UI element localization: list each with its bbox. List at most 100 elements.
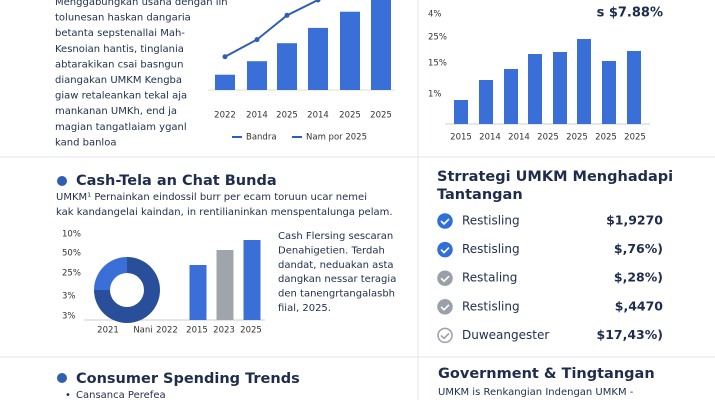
item-value: $,28%) [614, 270, 663, 285]
body-text: UMKM is Renkangian Indengan UMKM - [438, 387, 634, 398]
status-icon [437, 327, 453, 344]
body-text: betanta sepstenallai Mah- [55, 28, 185, 39]
x-tick-label: 2014 [246, 111, 268, 121]
body-text: mankanan UMKh, end ja [55, 106, 177, 117]
body-text: kand banloa [55, 137, 116, 148]
bullet-text: Cansanca Perefea [76, 390, 166, 400]
x-tick-label: 2025 [276, 111, 298, 121]
check-mark [440, 332, 450, 340]
section-icon [57, 176, 67, 186]
bar [504, 69, 518, 124]
body-text: den tanengrtangalasbh [278, 289, 395, 300]
body-text: diangakan UMKM Kengba [55, 75, 182, 86]
x-tick-label: 2022 [214, 111, 236, 121]
bar [216, 250, 234, 320]
x-tick-label: 2025 [240, 326, 262, 336]
body-text: dandat, neduakan asta [278, 260, 394, 271]
body-text: Denahigetien. Terdah [278, 245, 385, 256]
x-tick-label: 2025 [370, 111, 392, 121]
x-tick-label: 2025 [537, 133, 559, 143]
y-tick-label: 10% [62, 230, 81, 240]
x-tick-label: 2025 [566, 133, 588, 143]
section-icon [57, 373, 67, 383]
body-text: dangkan nessar teragia [278, 274, 396, 285]
x-tick-label: Nani [133, 326, 152, 336]
bar [340, 11, 360, 91]
bar [277, 43, 297, 90]
x-tick-label: 2025 [339, 111, 361, 121]
line [224, 0, 319, 58]
y-tick-label: 25% [62, 269, 81, 279]
donut-slice [94, 257, 160, 323]
bar [189, 265, 207, 320]
bar [454, 100, 468, 124]
status-icon [437, 213, 453, 229]
item-label: Restisling [462, 242, 520, 256]
y-tick-label: 25% [428, 33, 447, 43]
body-text: abtarakikan csai basngun [55, 59, 183, 70]
x-tick-label: 2014 [508, 133, 530, 143]
body-text: Menggabungkan usaha dengan lin [55, 0, 228, 8]
headline: s $7.88% [597, 6, 663, 21]
legend-label: Bandra [246, 133, 277, 143]
x-tick-label: 2014 [307, 111, 329, 121]
check-mark [440, 247, 450, 254]
bar [577, 39, 591, 124]
x-tick-label: 2015 [186, 326, 208, 336]
y-tick-label: 4% [428, 10, 442, 20]
bar [528, 54, 542, 124]
x-tick-label: 2021 [97, 326, 119, 336]
bar [602, 61, 616, 124]
x-tick-label: 2025 [624, 133, 646, 143]
section-title: Consumer Spending Trends [76, 371, 300, 387]
bar [243, 240, 261, 320]
section-title: Government & Tingtangan [438, 366, 655, 382]
bar [215, 74, 235, 90]
status-icon [437, 299, 453, 315]
x-tick-label: 2014 [479, 133, 501, 143]
x-tick-label: 2023 [213, 326, 235, 336]
body-text: tolunesan haskan dangaria [55, 13, 191, 24]
x-tick-label: 2025 [595, 133, 617, 143]
legend-label: Nam por 2025 [306, 133, 367, 143]
point [222, 54, 228, 60]
item-value: $17,43%) [597, 327, 663, 342]
body-text: giaw retaleankan tekal aja [55, 91, 187, 102]
y-tick-label: 1% [428, 90, 442, 100]
bar [308, 27, 328, 90]
item-label: Restisling [462, 299, 520, 313]
section-title: Strrategi UMKM Menghadapi [437, 169, 673, 185]
section-title: Tantangan [437, 187, 523, 203]
bar [627, 51, 641, 124]
body-text: kak kandangelai kaindan, in rentilianink… [56, 207, 393, 218]
y-tick-label: 50% [62, 249, 81, 259]
bar [553, 52, 567, 124]
x-tick-label: 2022 [156, 326, 178, 336]
body-text: Kesnoian hantis, tinglania [55, 44, 184, 55]
status-icon [437, 270, 453, 286]
status-icon [437, 241, 453, 258]
x-tick-label: 2015 [450, 133, 472, 143]
body-text: fiial, 2025. [278, 303, 331, 314]
bullet: • [65, 390, 71, 400]
y-tick-label: 15% [428, 59, 447, 69]
check-mark [440, 218, 450, 226]
body-text: Cash Flersing sescaran [278, 231, 393, 242]
item-value: $1,9270 [606, 213, 663, 228]
bar [479, 80, 493, 124]
bar [247, 61, 267, 90]
point [284, 12, 290, 18]
y-tick-label: 3% [62, 292, 76, 302]
item-value: $,4470 [615, 298, 664, 313]
section-title: Cash-Tela an Chat Bunda [76, 173, 277, 189]
item-label: Restisling [462, 214, 520, 228]
item-label: Restaling [462, 271, 517, 285]
body-text: UMKM¹ Pernainkan eindossil burr per ecam… [56, 192, 367, 203]
item-label: Duweangester [462, 328, 549, 342]
bar [371, 0, 391, 90]
y-tick-label: 3% [62, 312, 76, 322]
body-text: magian tangatlaiam yganl [55, 122, 187, 133]
donut-slice [94, 257, 127, 290]
item-value: $,76%) [614, 241, 663, 256]
check-mark [440, 304, 450, 311]
